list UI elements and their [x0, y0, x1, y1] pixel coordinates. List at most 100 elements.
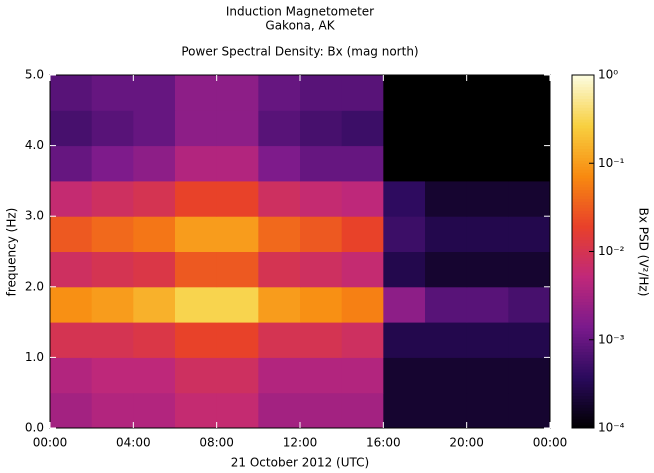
colorbar-segment — [572, 245, 594, 250]
heatmap-cell — [91, 110, 134, 147]
colorbar-segment — [572, 307, 594, 311]
colorbar-segment — [572, 133, 594, 138]
heatmap-cell — [216, 145, 259, 182]
colorbar-segment — [572, 372, 594, 376]
heatmap-cell — [508, 180, 551, 217]
colorbar-segment — [572, 125, 594, 129]
colorbar-segment — [572, 342, 594, 347]
colorbar-segment — [572, 104, 594, 108]
colorbar-segment — [572, 263, 594, 267]
colorbar-segment — [572, 86, 594, 91]
colorbar-segment — [572, 83, 594, 88]
colorbar-segment — [572, 151, 594, 155]
heatmap-cell — [300, 216, 343, 252]
colorbar-segment — [572, 222, 594, 226]
heatmap-cell — [383, 251, 426, 288]
colorbar-segment — [572, 204, 594, 208]
colorbar-segment — [572, 192, 594, 197]
heatmap-cell — [50, 180, 93, 217]
x-tick-label: 04:00 — [116, 436, 151, 450]
heatmap-cell — [466, 180, 509, 217]
heatmap-cell — [466, 75, 509, 111]
heatmap-cell — [50, 251, 93, 288]
heatmap-cell — [91, 251, 134, 288]
heatmap-cell — [508, 322, 551, 358]
colorbar-segment — [572, 322, 594, 326]
colorbar-segment — [572, 316, 594, 320]
heatmap-cell — [175, 251, 218, 288]
heatmap-cell — [341, 357, 384, 394]
heatmap-cell — [508, 392, 551, 429]
colorbar-segment — [572, 260, 594, 264]
colorbar-segment — [572, 404, 594, 408]
heatmap-cell — [383, 322, 426, 358]
colorbar-segment — [572, 377, 594, 382]
colorbar-segment — [572, 177, 594, 182]
colorbar-segment — [572, 89, 594, 94]
colorbar-segment — [572, 101, 594, 105]
colorbar-segment — [572, 410, 594, 414]
heatmap-cell — [50, 216, 93, 252]
heatmap-cell — [466, 286, 509, 323]
heatmap-cell — [383, 286, 426, 323]
heatmap-cell — [300, 251, 343, 288]
colorbar-segment — [572, 148, 594, 152]
x-tick-label: 16:00 — [366, 436, 401, 450]
heatmap-cell — [91, 357, 134, 394]
heatmap-cell — [133, 251, 176, 288]
heatmap-cell — [50, 110, 93, 147]
colorbar-segment — [572, 363, 594, 367]
x-tick-label: 00:00 — [33, 436, 68, 450]
colorbar-segment — [572, 201, 594, 205]
colorbar-segment — [572, 248, 594, 252]
colorbar-segment — [572, 272, 594, 276]
heatmap-cell — [425, 110, 468, 147]
heatmap-cell — [216, 180, 259, 217]
heatmap-cell — [300, 145, 343, 182]
colorbar-segment — [572, 186, 594, 191]
colorbar-segment — [572, 251, 594, 255]
colorbar-segment — [572, 160, 594, 164]
heatmap-cell — [175, 286, 218, 323]
y-tick-label: 1.0 — [25, 350, 44, 364]
x-axis-label: 21 October 2012 (UTC) — [231, 456, 369, 470]
colorbar-segment — [572, 422, 594, 426]
heatmap-cell — [383, 110, 426, 147]
heatmap-cell — [91, 322, 134, 358]
heatmap-cell — [341, 251, 384, 288]
heatmap-cell — [175, 75, 218, 111]
heatmap-cell — [216, 286, 259, 323]
heatmap-cell — [258, 251, 301, 288]
chart-subtitle: Gakona, AK — [265, 19, 335, 33]
heatmap-cell — [216, 216, 259, 252]
colorbar-segment — [572, 122, 594, 126]
heatmap-cell — [133, 180, 176, 217]
heatmap-cell — [300, 75, 343, 111]
heatmap-cell — [508, 286, 551, 323]
colorbar-segment — [572, 383, 594, 388]
colorbar-segment — [572, 236, 594, 241]
heatmap-cell — [300, 180, 343, 217]
colorbar-segment — [572, 113, 594, 117]
heatmap-cell — [175, 110, 218, 147]
colorbar-segment — [572, 269, 594, 273]
heatmap-cell — [341, 75, 384, 111]
colorbar-segment — [572, 110, 594, 114]
colorbar-segment — [572, 398, 594, 403]
heatmap-cell — [383, 216, 426, 252]
colorbar-segment — [572, 392, 594, 397]
colorbar-segment — [572, 313, 594, 317]
colorbar-segment — [572, 198, 594, 202]
heatmap-cell — [216, 110, 259, 147]
heatmap-cell — [300, 110, 343, 147]
colorbar-segment — [572, 419, 594, 423]
colorbar-segment — [572, 310, 594, 314]
colorbar-segment — [572, 333, 594, 338]
colorbar-segment — [572, 380, 594, 385]
heatmap-cell — [175, 322, 218, 358]
colorbar-segment — [572, 157, 594, 161]
y-tick-label: 0.0 — [25, 421, 44, 435]
colorbar-segment — [572, 172, 594, 176]
heatmap-cell — [50, 357, 93, 394]
heatmap-cell — [133, 216, 176, 252]
